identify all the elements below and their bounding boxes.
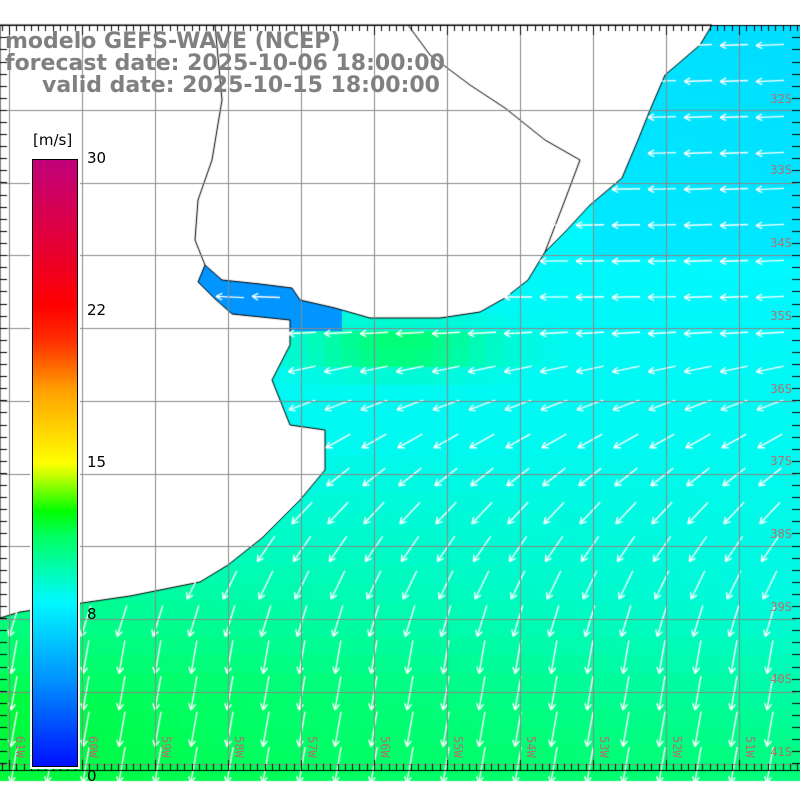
longitude-label: 60W (86, 736, 100, 758)
latitude-label: 40S (770, 672, 792, 686)
longitude-label: 56W (378, 736, 392, 758)
colorbar-tick: 15 (87, 453, 107, 471)
longitude-label: 58W (232, 736, 246, 758)
colorbar-tick: 22 (87, 301, 107, 319)
longitude-label: 61W (13, 736, 27, 758)
longitude-label: 55W (451, 736, 465, 758)
latitude-label: 39S (770, 600, 792, 614)
title-model: modelo GEFS-WAVE (NCEP) (5, 29, 341, 54)
colorbar (30, 157, 80, 769)
longitude-label: 51W (743, 736, 757, 758)
longitude-label: 54W (524, 736, 538, 758)
colorbar-tick: 8 (87, 605, 97, 623)
title-valid-date: valid date: 2025-10-15 18:00:00 (42, 73, 440, 98)
longitude-label: 52W (670, 736, 684, 758)
latitude-label: 41S (770, 745, 792, 759)
longitude-label: 53W (597, 736, 611, 758)
latitude-label: 38S (770, 527, 792, 541)
latitude-label: 34S (770, 236, 792, 250)
longitude-label: 57W (305, 736, 319, 758)
colorbar-tick: 30 (87, 149, 107, 167)
colorbar-tick: 0 (87, 767, 97, 785)
latitude-label: 36S (770, 382, 792, 396)
latitude-label: 33S (770, 163, 792, 177)
colorbar-unit: [m/s] (33, 131, 73, 149)
longitude-label: 59W (159, 736, 173, 758)
latitude-label: 37S (770, 454, 792, 468)
title-forecast-date: forecast date: 2025-10-06 18:00:00 (5, 51, 445, 76)
latitude-label: 32S (770, 92, 792, 106)
latitude-label: 35S (770, 309, 792, 323)
